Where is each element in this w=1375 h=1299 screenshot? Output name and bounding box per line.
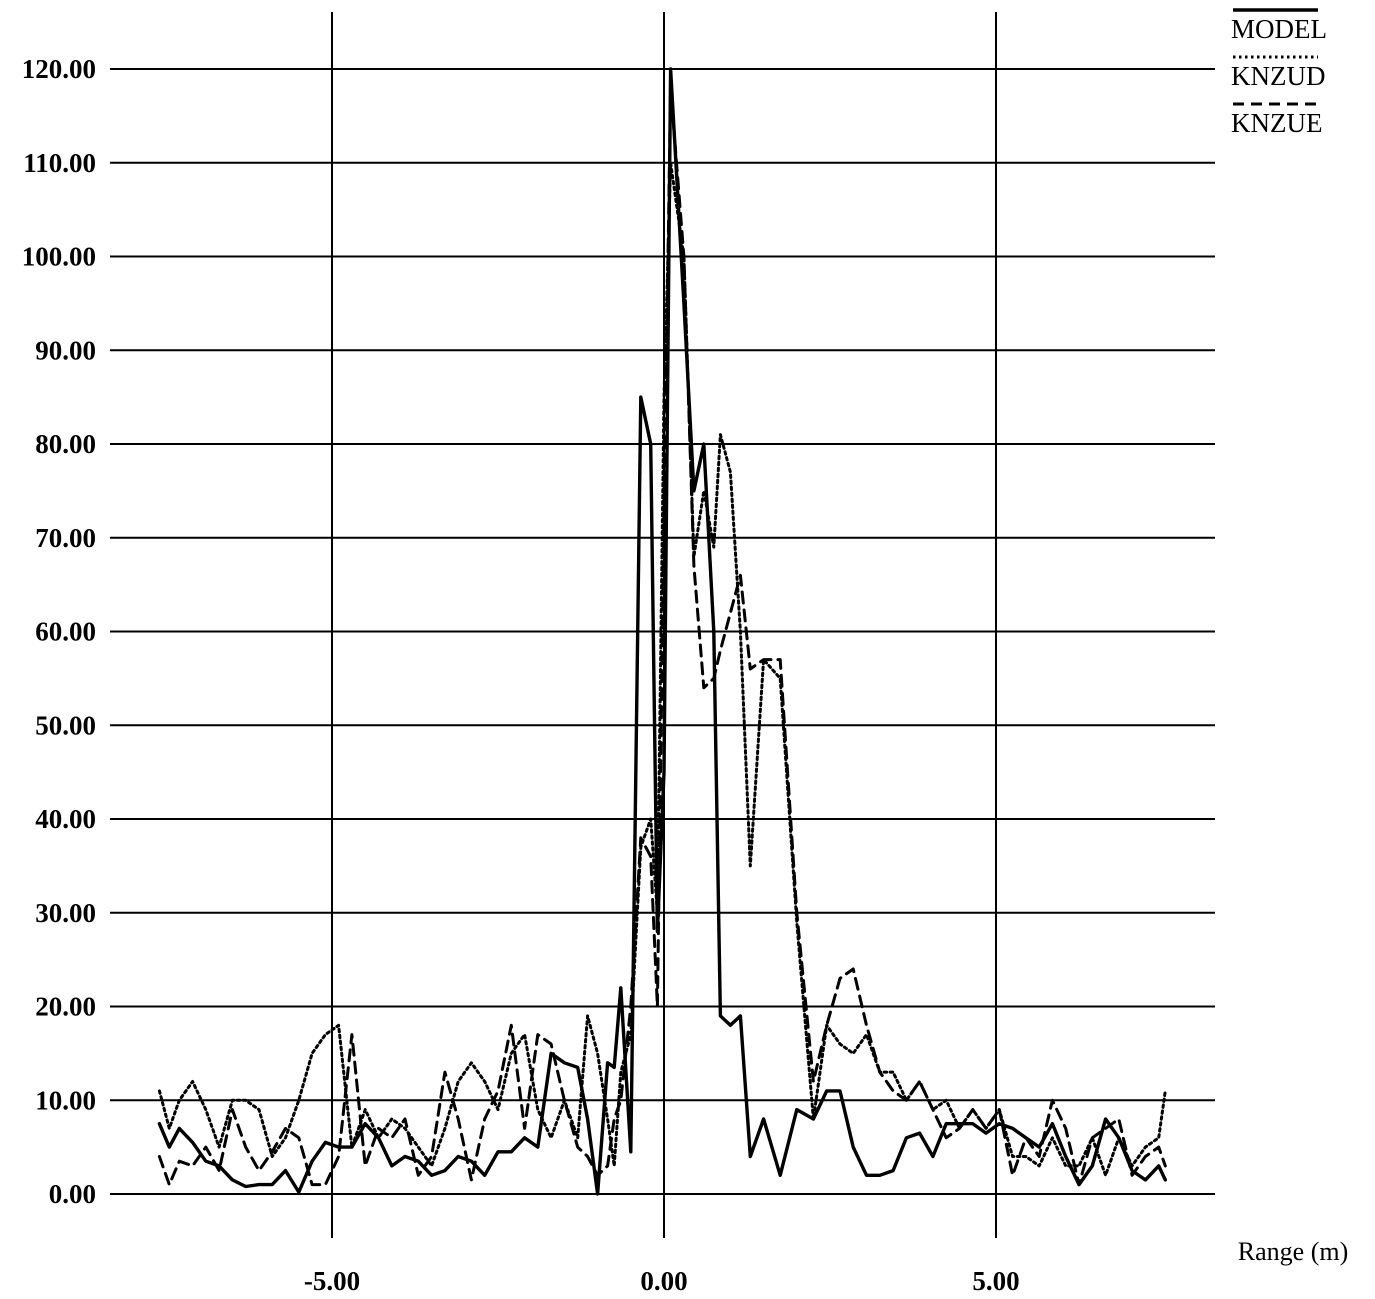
y-tick-label: 50.00 xyxy=(35,710,96,740)
y-tick-label: 70.00 xyxy=(35,523,96,553)
series-line-knzue xyxy=(157,86,1167,1187)
y-tick-label: 20.00 xyxy=(35,992,96,1022)
y-tick-label: 80.00 xyxy=(35,429,96,459)
x-tick-label: -5.00 xyxy=(304,1266,360,1296)
x-axis-tick-labels: -5.00 0.00 5.00 xyxy=(304,1266,1020,1296)
y-tick-label: 10.00 xyxy=(35,1085,96,1115)
series-line-knzud xyxy=(157,161,1167,1177)
x-axis-title: Range (m) xyxy=(1238,1237,1348,1266)
horizontal-gridlines xyxy=(110,68,1215,1195)
y-tick-label: 90.00 xyxy=(35,335,96,365)
y-tick-label: 120.00 xyxy=(22,54,96,84)
y-axis-tick-labels: 0.00 10.00 20.00 30.00 40.00 50.00 60.00 70.00 8… xyxy=(22,54,96,1209)
y-tick-label: 100.00 xyxy=(22,242,96,272)
y-tick-label: 0.00 xyxy=(49,1179,96,1209)
y-tick-label: 110.00 xyxy=(23,148,96,178)
legend-label-knzue: KNZUE xyxy=(1231,108,1322,138)
legend-label-knzud: KNZUD xyxy=(1231,61,1326,91)
y-tick-label: 60.00 xyxy=(35,617,96,647)
series-lines xyxy=(157,67,1168,1196)
y-tick-label: 40.00 xyxy=(35,804,96,834)
legend: MODEL KNZUD KNZUE xyxy=(1231,8,1327,138)
x-tick-label: 5.00 xyxy=(972,1266,1019,1296)
legend-label-model: MODEL xyxy=(1231,14,1327,44)
x-tick-label: 0.00 xyxy=(640,1266,687,1296)
y-tick-label: 30.00 xyxy=(35,898,96,928)
